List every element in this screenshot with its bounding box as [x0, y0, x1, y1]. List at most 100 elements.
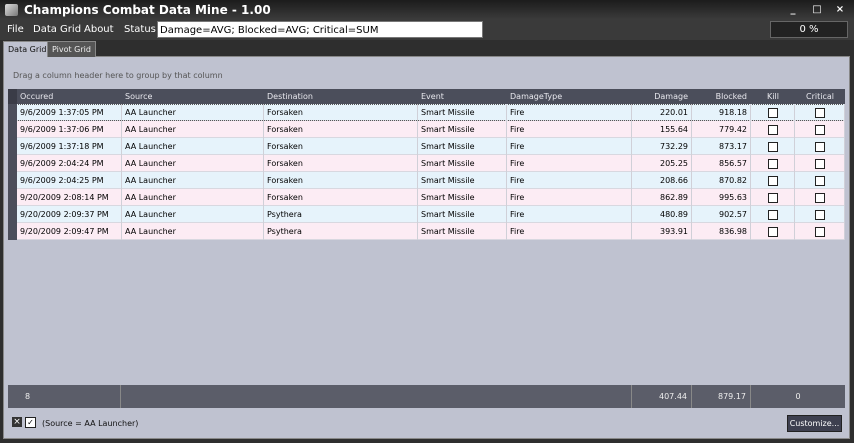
table-row[interactable]: 9/6/2009 1:37:06 PM AA Launcher Forsaken Sm… [8, 121, 845, 138]
maximize-button[interactable]: □ [812, 4, 822, 15]
table-row[interactable]: 9/20/2009 2:09:37 PM AA Launcher Psythera S… [8, 206, 845, 223]
progress-indicator: 0 % [770, 21, 848, 38]
table-row[interactable]: 9/20/2009 2:08:14 PM AA Launcher Forsaken S… [8, 189, 845, 206]
row-indicator [8, 189, 17, 206]
table-cell: 873.17 [692, 138, 751, 155]
checkbox[interactable] [815, 176, 825, 186]
column-header[interactable]: Damage [654, 92, 688, 101]
table-cell [751, 104, 795, 121]
checkbox[interactable] [768, 159, 778, 169]
window-title: Champions Combat Data Mine - 1.00 [24, 3, 271, 17]
table-cell: AA Launcher [122, 172, 264, 189]
checkbox[interactable] [815, 210, 825, 220]
column-header[interactable]: Critical [806, 92, 834, 101]
menu-item[interactable]: Data Grid [33, 24, 82, 35]
close-button[interactable]: × [835, 4, 845, 15]
table-cell: 9/6/2009 2:04:24 PM [17, 155, 122, 172]
tab[interactable]: Data Grid [3, 41, 52, 57]
checkbox[interactable] [815, 125, 825, 135]
summary-damage: 407.44 [632, 385, 692, 408]
table-row[interactable]: 9/6/2009 1:37:18 PM AA Launcher Forsaken Sm… [8, 138, 845, 155]
status-label: Status [124, 24, 156, 35]
table-row[interactable]: 9/6/2009 2:04:25 PM AA Launcher Forsaken Sm… [8, 172, 845, 189]
table-row[interactable]: 9/20/2009 2:09:47 PM AA Launcher Psythera S… [8, 223, 845, 240]
table-cell: AA Launcher [122, 155, 264, 172]
column-header[interactable]: DamageType [510, 92, 563, 101]
table-row[interactable]: 9/6/2009 2:04:24 PM AA Launcher Forsaken Sm… [8, 155, 845, 172]
row-indicator [8, 206, 17, 223]
table-cell: Fire [507, 138, 632, 155]
summary-blocked: 879.17 [692, 385, 751, 408]
minimize-button[interactable]: _ [790, 4, 796, 15]
customize-button[interactable]: Customize... [787, 415, 842, 432]
table-cell [751, 138, 795, 155]
table-cell: 918.18 [692, 104, 751, 121]
checkbox[interactable] [768, 108, 778, 118]
app-icon [5, 4, 18, 16]
tab[interactable]: Pivot Grid [47, 41, 96, 57]
filter-text[interactable]: (Source = AA Launcher) [42, 419, 139, 428]
column-header[interactable]: Kill [767, 92, 779, 101]
table-cell: 205.25 [632, 155, 692, 172]
checkbox[interactable] [815, 227, 825, 237]
summary-footer: 8 407.44 879.17 0 [8, 385, 845, 408]
summary-spacer [121, 385, 632, 408]
table-cell: Psythera [264, 206, 418, 223]
table-cell: 9/6/2009 1:37:06 PM [17, 121, 122, 138]
column-header[interactable]: Source [125, 92, 153, 101]
checkbox[interactable] [815, 142, 825, 152]
checkbox[interactable] [768, 227, 778, 237]
title-bar [0, 0, 854, 20]
summary-count: 8 [8, 385, 121, 408]
checkbox[interactable] [768, 210, 778, 220]
table-cell [751, 206, 795, 223]
checkbox[interactable] [815, 159, 825, 169]
row-indicator [8, 138, 17, 155]
table-cell: Smart Missile [418, 206, 507, 223]
column-header[interactable]: Occured [20, 92, 54, 101]
table-cell [795, 155, 845, 172]
table-cell [795, 138, 845, 155]
table-cell: 9/6/2009 1:37:18 PM [17, 138, 122, 155]
table-cell: 902.57 [692, 206, 751, 223]
column-header[interactable]: Destination [267, 92, 313, 101]
checkbox[interactable] [768, 142, 778, 152]
checkbox[interactable] [768, 176, 778, 186]
checkbox[interactable] [815, 108, 825, 118]
table-cell [751, 223, 795, 240]
table-cell: 856.57 [692, 155, 751, 172]
table-cell: Smart Missile [418, 155, 507, 172]
table-cell [751, 189, 795, 206]
table-cell: 9/20/2009 2:08:14 PM [17, 189, 122, 206]
clear-filter-button[interactable]: × [12, 417, 22, 427]
status-textbox[interactable]: Damage=AVG; Blocked=AVG; Critical=SUM [157, 21, 483, 38]
column-header[interactable]: Blocked [715, 92, 747, 101]
checkbox[interactable] [768, 193, 778, 203]
table-cell: Smart Missile [418, 189, 507, 206]
table-cell: 9/6/2009 1:37:05 PM [17, 104, 122, 121]
filter-enable-checkbox[interactable]: ✓ [25, 417, 36, 428]
table-cell: 155.64 [632, 121, 692, 138]
table-header: Occured Source Destination Event DamageType D… [8, 89, 845, 104]
menu-item[interactable]: File [7, 24, 24, 35]
table-cell: 732.29 [632, 138, 692, 155]
table-cell: Fire [507, 189, 632, 206]
checkbox[interactable] [768, 125, 778, 135]
table-cell: Fire [507, 155, 632, 172]
checkbox[interactable] [815, 193, 825, 203]
column-header[interactable]: Event [421, 92, 444, 101]
table-cell: Smart Missile [418, 172, 507, 189]
table-cell: Forsaken [264, 189, 418, 206]
row-indicator [8, 121, 17, 138]
table-cell: Fire [507, 104, 632, 121]
table-cell: 779.42 [692, 121, 751, 138]
row-indicator [8, 104, 17, 121]
table-cell: AA Launcher [122, 121, 264, 138]
table-cell: Fire [507, 121, 632, 138]
menu-item[interactable]: About [84, 24, 114, 35]
table-cell: Fire [507, 206, 632, 223]
table-cell: 393.91 [632, 223, 692, 240]
table-cell: 208.66 [632, 172, 692, 189]
table-row[interactable]: 9/6/2009 1:37:05 PM AA Launcher Forsaken Sm… [8, 104, 845, 121]
